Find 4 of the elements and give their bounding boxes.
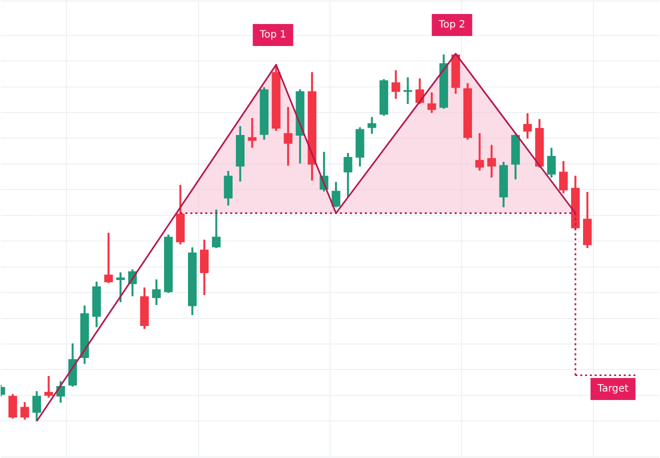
text: Top 2 — [438, 20, 466, 31]
candlestick — [403, 77, 412, 104]
annotation: Target — [596, 384, 629, 395]
text: Top 1 — [258, 30, 286, 41]
